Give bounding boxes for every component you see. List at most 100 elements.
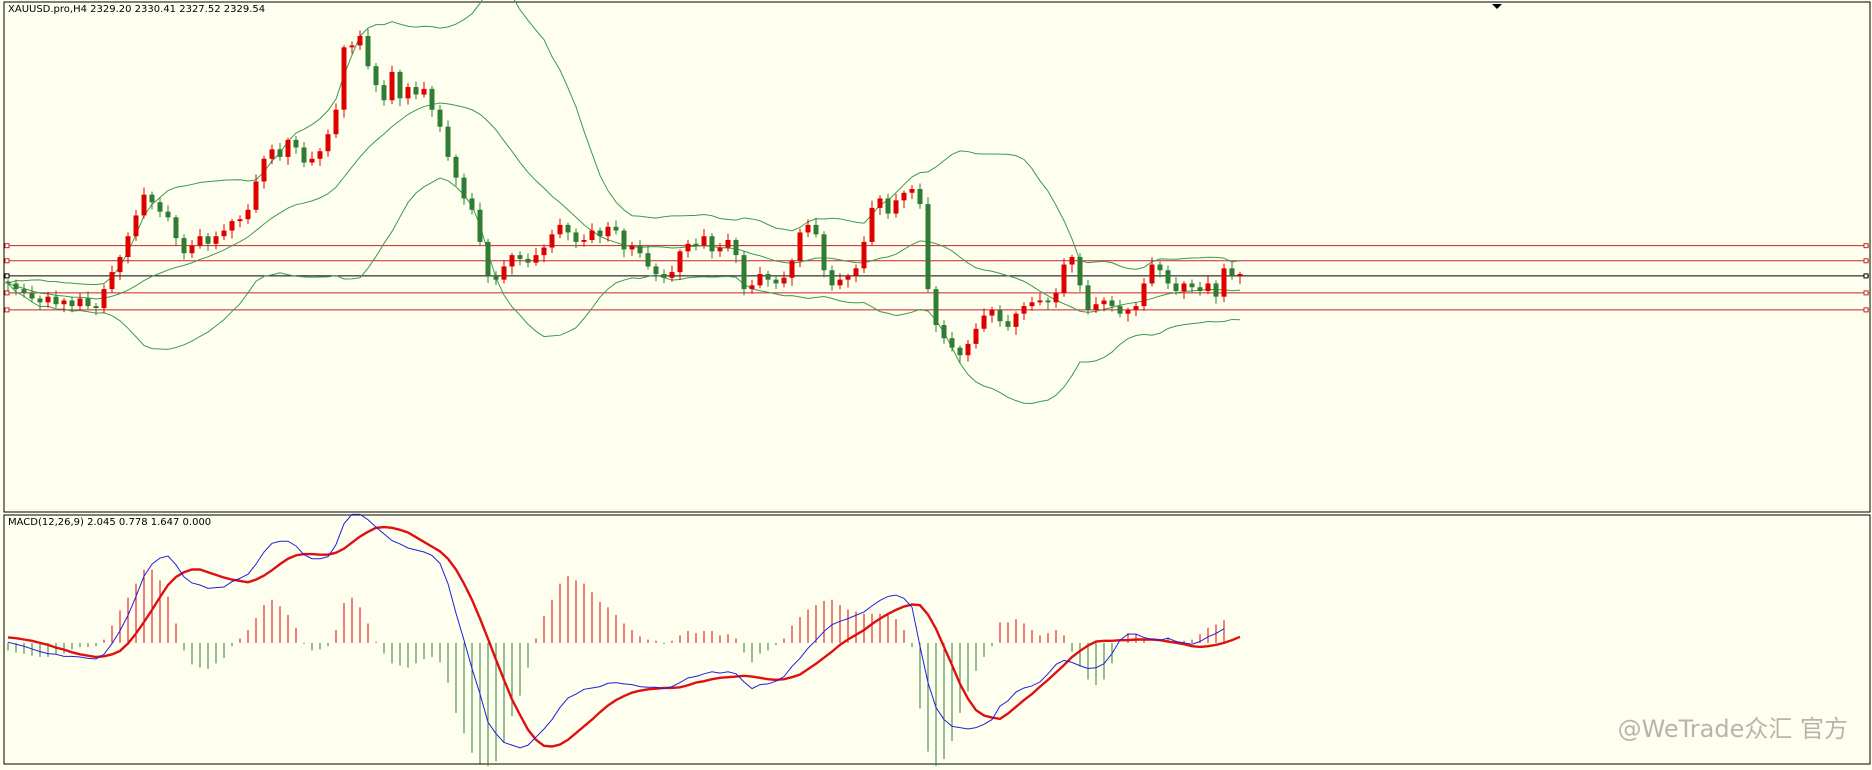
candle-body-128 (1029, 302, 1035, 307)
candle-body-94 (757, 274, 763, 286)
candle-body-66 (533, 255, 539, 263)
candle-body-68 (549, 234, 555, 248)
hline-handle-right-3 (1863, 290, 1869, 296)
candle-body-12 (101, 289, 107, 308)
hline-handle-right-4 (1863, 307, 1869, 313)
macd-panel-border (3, 514, 1871, 765)
candle-body-11 (93, 306, 99, 308)
candle-body-79 (637, 245, 643, 254)
candle-body-143 (1149, 264, 1155, 284)
candle-body-95 (765, 274, 771, 280)
candle-body-120 (965, 343, 971, 356)
candle-body-44 (357, 36, 363, 46)
macd-title: MACD(12,26,9) 2.045 0.778 1.647 0.000 (8, 517, 212, 528)
candle-body-21 (173, 217, 179, 239)
shift-marker-icon (1492, 4, 1502, 9)
candle-body-129 (1037, 300, 1043, 303)
candle-body-22 (181, 238, 187, 254)
candle-body-39 (317, 151, 323, 159)
candle-body-71 (573, 232, 579, 242)
candle-body-69 (557, 224, 563, 235)
candle-body-51 (413, 87, 419, 95)
candle-body-141 (1133, 306, 1139, 310)
candle-body-93 (749, 285, 755, 290)
candle-body-55 (445, 126, 451, 157)
candle-body-29 (237, 219, 243, 222)
candle-body-9 (77, 298, 83, 307)
candle-body-36 (293, 139, 299, 148)
watermark: @WeTrade众汇 官方 (1617, 715, 1848, 743)
candle-body-149 (1197, 287, 1203, 291)
candle-body-99 (797, 232, 803, 261)
candle-body-84 (677, 251, 683, 273)
candle-body-114 (917, 189, 923, 205)
candle-body-104 (837, 279, 843, 286)
candle-body-64 (517, 255, 523, 259)
candle-body-107 (861, 241, 867, 269)
candle-body-110 (885, 198, 891, 214)
candle-body-0 (5, 281, 11, 284)
candle-body-31 (253, 181, 259, 210)
candle-body-62 (501, 266, 507, 280)
candle-body-115 (925, 204, 931, 290)
candle-body-23 (189, 245, 195, 254)
candle-body-54 (437, 109, 443, 127)
candle-body-3 (29, 292, 35, 299)
candle-body-92 (741, 255, 747, 290)
candle-body-14 (117, 257, 123, 273)
candle-body-150 (1205, 283, 1211, 291)
candle-body-147 (1181, 283, 1187, 291)
candle-body-121 (973, 328, 979, 344)
candle-body-127 (1021, 306, 1027, 314)
price-panel-border (3, 1, 1871, 513)
candle-body-8 (69, 300, 75, 307)
macd-main-line (7, 513, 1225, 749)
candle-body-18 (149, 194, 155, 203)
candle-body-88 (709, 236, 715, 252)
candle-body-112 (901, 192, 907, 201)
candle-body-131 (1053, 292, 1059, 303)
candle-body-134 (1077, 257, 1083, 286)
candle-body-30 (245, 209, 251, 220)
candle-body-24 (197, 236, 203, 246)
candle-body-65 (525, 258, 531, 263)
candle-body-17 (141, 194, 147, 216)
candle-body-77 (621, 230, 627, 250)
hline-handle-right-2 (1863, 273, 1869, 279)
candle-body-108 (869, 207, 875, 242)
candle-body-38 (309, 158, 315, 163)
candle-body-13 (109, 272, 115, 290)
candle-body-26 (213, 236, 219, 244)
candle-body-136 (1093, 304, 1099, 310)
candle-body-97 (781, 277, 787, 284)
candle-body-7 (61, 300, 67, 305)
candle-body-32 (261, 158, 267, 182)
candle-body-78 (629, 245, 635, 250)
candle-body-113 (909, 189, 915, 193)
candle-body-15 (125, 236, 131, 257)
hline-handle-left-3 (4, 290, 10, 296)
candle-body-40 (325, 134, 331, 152)
candle-body-102 (821, 234, 827, 271)
candle-body-137 (1101, 300, 1107, 305)
candle-body-148 (1189, 283, 1195, 288)
candle-body-87 (701, 236, 707, 246)
candle-body-91 (733, 240, 739, 256)
candle-body-74 (597, 230, 603, 237)
candle-body-124 (997, 309, 1003, 322)
hline-handle-left-1 (4, 258, 10, 264)
candle-body-135 (1085, 285, 1091, 310)
candle-body-154 (1237, 274, 1243, 276)
candle-body-142 (1141, 283, 1147, 307)
bollinger-middle (7, 102, 1241, 313)
candle-body-72 (581, 240, 587, 242)
candle-body-146 (1173, 283, 1179, 291)
candle-body-100 (805, 224, 811, 233)
candle-body-10 (85, 298, 91, 307)
candle-body-133 (1069, 257, 1075, 265)
candle-body-45 (365, 36, 371, 67)
candle-body-27 (221, 230, 227, 237)
candle-body-123 (989, 309, 995, 316)
